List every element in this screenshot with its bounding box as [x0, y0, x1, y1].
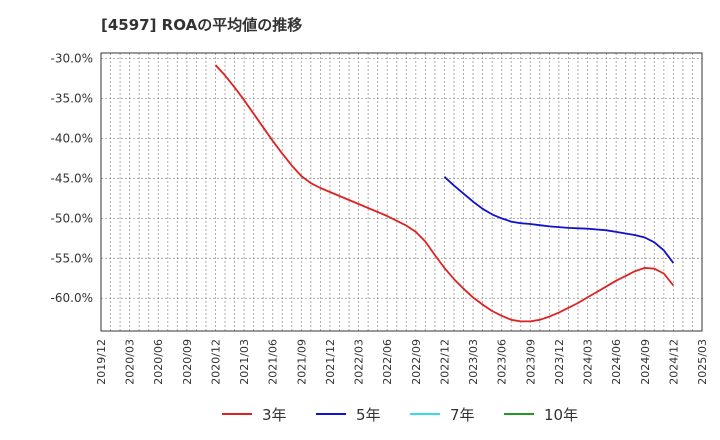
x-tick-label: 2020/12 [209, 339, 222, 385]
plot-area-frame [100, 52, 703, 332]
x-tick-label: 2022/12 [438, 339, 451, 385]
x-tick-label: 2024/06 [610, 339, 623, 385]
y-axis-ticks: -30.0% -35.0% -40.0% -45.0% -50.0% -55.0% -60.… [51, 52, 93, 306]
x-tick-label: 2024/03 [582, 339, 595, 385]
legend-label-7年: 7年 [450, 406, 475, 424]
y-tick-label: -50.0% [51, 211, 93, 225]
x-tick-label: 2023/03 [467, 339, 480, 385]
x-tick-label: 2022/03 [353, 339, 366, 385]
x-tick-label: 2022/06 [381, 339, 394, 385]
x-tick-label: 2022/09 [410, 339, 423, 385]
y-tick-label: -55.0% [51, 251, 93, 265]
x-tick-label: 2020/03 [124, 339, 137, 385]
legend-label-5年: 5年 [356, 406, 381, 424]
x-tick-label: 2024/09 [639, 339, 652, 385]
x-tick-label: 2021/12 [324, 339, 337, 385]
x-tick-label: 2023/06 [496, 339, 509, 385]
x-tick-label: 2020/09 [181, 339, 194, 385]
grid-lines [101, 53, 702, 331]
y-tick-label: -40.0% [51, 131, 93, 145]
y-tick-label: -60.0% [51, 291, 93, 305]
x-axis-ticks: 2019/12 2020/03 2020/06 2020/09 2020/12 2021/… [95, 339, 709, 385]
x-tick-label: 2021/09 [295, 339, 308, 385]
x-tick-label: 2024/12 [667, 339, 680, 385]
legend-label-3年: 3年 [262, 406, 287, 424]
legend: 3年 5年 7年 10年 [222, 406, 578, 424]
chart-title: [4597] ROAの平均値の推移 [101, 16, 303, 34]
x-tick-label: 2021/06 [267, 339, 280, 385]
x-tick-label: 2020/06 [152, 339, 165, 385]
y-tick-label: -30.0% [51, 52, 93, 66]
series-line-5年 [443, 176, 675, 264]
series-lines [214, 64, 675, 323]
x-tick-label: 2025/03 [696, 339, 709, 385]
x-tick-label: 2019/12 [95, 339, 108, 385]
y-tick-label: -45.0% [51, 171, 93, 185]
x-tick-label: 2023/09 [524, 339, 537, 385]
series-line-3年 [214, 64, 675, 323]
y-tick-label: -35.0% [51, 92, 93, 106]
legend-label-10年: 10年 [544, 406, 578, 424]
x-tick-label: 2023/12 [553, 339, 566, 385]
x-tick-label: 2021/03 [238, 339, 251, 385]
